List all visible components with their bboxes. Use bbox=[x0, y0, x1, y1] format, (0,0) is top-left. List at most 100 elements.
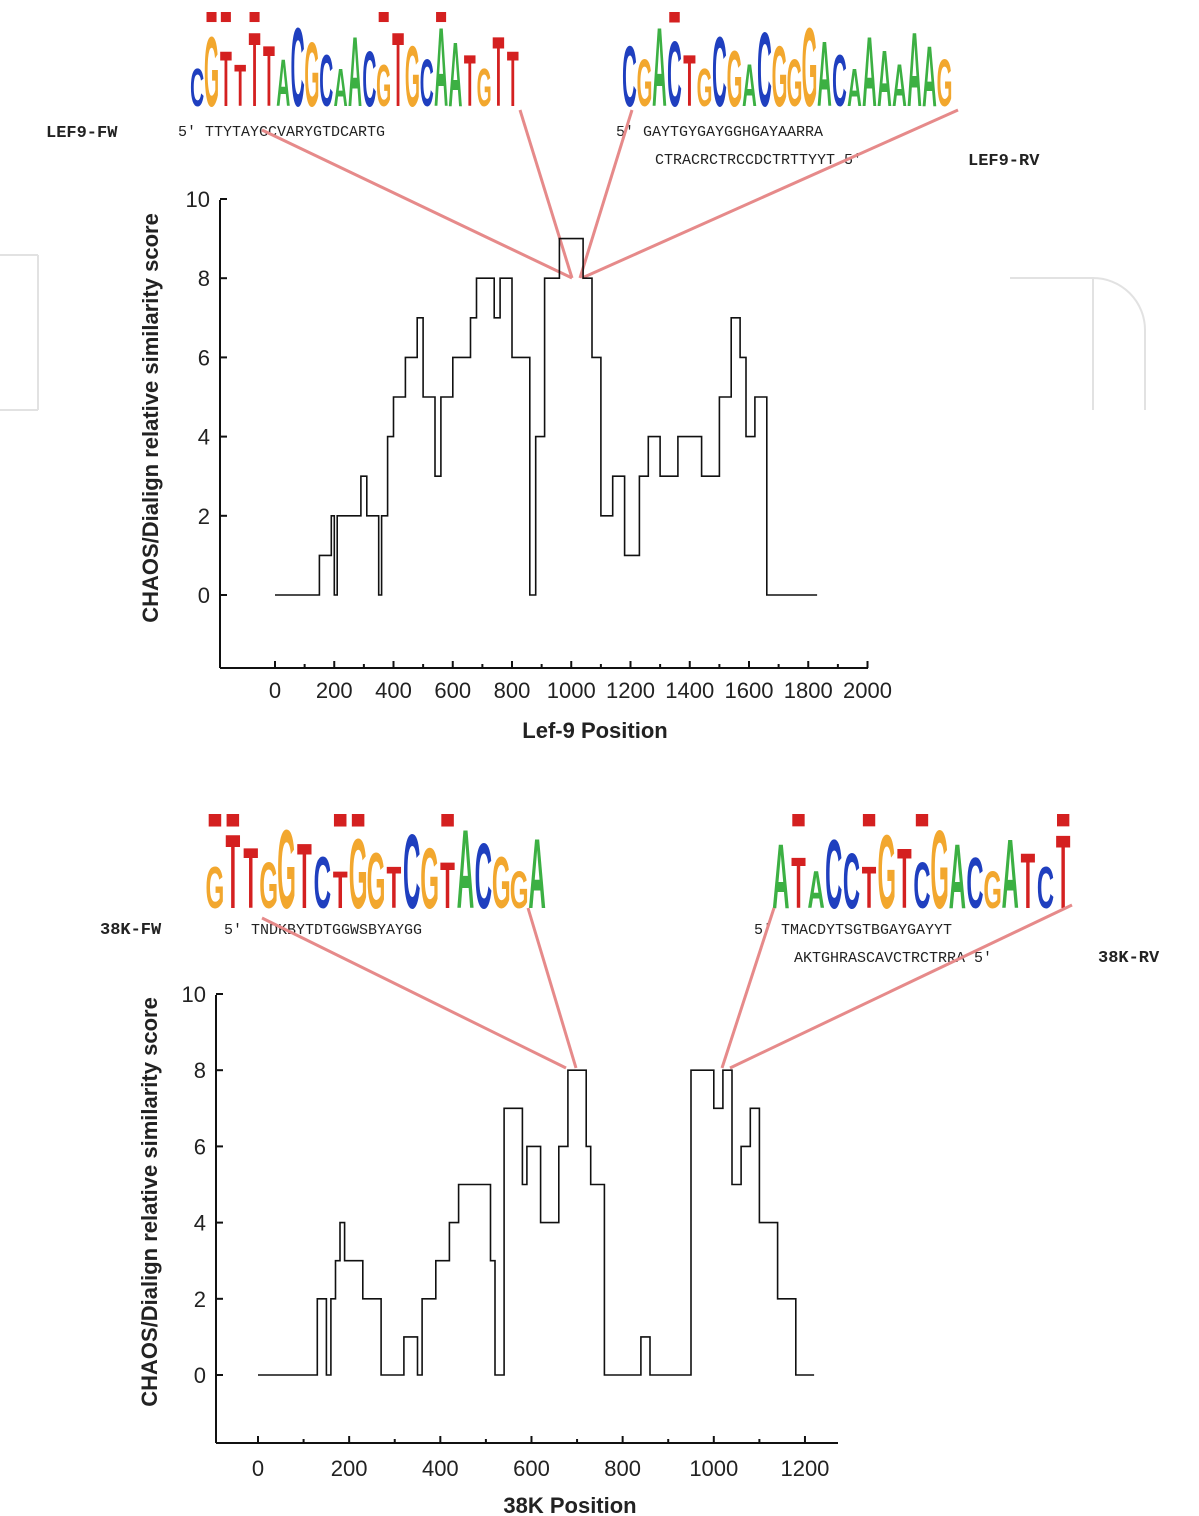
logo-letter-a: A bbox=[847, 57, 862, 118]
y-tick-label: 0 bbox=[198, 583, 210, 608]
logo-letter-t: T bbox=[862, 854, 877, 921]
logo-letter-g: G bbox=[259, 848, 278, 922]
lef9-rv-sequence-top: 5′ GAYTGYGAYGGHGAYAARRA bbox=[616, 124, 823, 141]
logo-letter-g: G bbox=[376, 54, 391, 120]
callout-line bbox=[578, 109, 634, 279]
logo-letter-a: A bbox=[334, 58, 348, 118]
logo-conserved-marker bbox=[915, 814, 929, 827]
lef9-callout-lines bbox=[261, 108, 959, 280]
logo-conserved-marker bbox=[792, 814, 805, 827]
logo-letter-c: C bbox=[622, 30, 637, 125]
logo-conserved-marker bbox=[220, 12, 231, 23]
logo-letter-g: G bbox=[983, 860, 1002, 919]
lef9-y-axis-title: CHAOS/Dialign relative similarity score bbox=[138, 213, 163, 623]
logo-conserved-marker bbox=[206, 12, 217, 23]
logo-letter-g: G bbox=[477, 58, 492, 118]
38k-callout-lines bbox=[261, 903, 1073, 1070]
callout-line bbox=[729, 903, 1073, 1070]
logo-letter-g: G bbox=[787, 48, 803, 121]
logo-letter-g: G bbox=[877, 814, 896, 931]
x-tick-label: 1400 bbox=[665, 678, 714, 703]
y-tick-label: 10 bbox=[186, 187, 210, 212]
logo-letter-a: A bbox=[742, 54, 757, 120]
logo-letter-t: T bbox=[493, 17, 505, 128]
y-tick-label: 8 bbox=[194, 1058, 206, 1083]
logo-letter-a: A bbox=[772, 826, 789, 929]
lef9-rv-label: LEF9-RV bbox=[968, 152, 1040, 171]
logo-letter-c: C bbox=[913, 848, 930, 923]
lef9-rv-sequence-bottom: CTRACRCTRCCDCTRTTYYT 5′ bbox=[655, 152, 862, 169]
logo-letter-t: T bbox=[220, 36, 232, 124]
logo-conserved-marker bbox=[333, 814, 347, 827]
logo-letter-g: G bbox=[772, 30, 788, 125]
x-tick-label: 800 bbox=[494, 678, 531, 703]
logo-letter-g: G bbox=[937, 48, 953, 121]
callout-line bbox=[720, 907, 776, 1069]
logo-letter-g: G bbox=[367, 838, 386, 926]
y-tick-label: 4 bbox=[194, 1211, 206, 1236]
logo-letter-t: T bbox=[249, 11, 261, 129]
logo-letter-a: A bbox=[817, 23, 832, 127]
logo-letter-t: T bbox=[791, 843, 806, 924]
38k-fw-sequence: 5′ TNDKBYTDTGGWSBYAYGG bbox=[224, 922, 422, 939]
logo-letter-a: A bbox=[907, 12, 922, 130]
logo-letter-t: T bbox=[897, 832, 912, 927]
38k-x-axis-title: 38K Position bbox=[503, 1493, 636, 1516]
logo-letter-a: A bbox=[949, 826, 966, 929]
logo-letter-g: G bbox=[349, 820, 368, 930]
logo-conserved-marker bbox=[862, 814, 876, 827]
logo-letter-a: A bbox=[276, 48, 290, 121]
logo-letter-g: G bbox=[206, 854, 225, 921]
logo-letter-t: T bbox=[263, 30, 275, 125]
x-tick-label: 200 bbox=[316, 678, 353, 703]
logo-letter-t: T bbox=[440, 848, 455, 922]
watermark-right-arc bbox=[1010, 276, 1146, 410]
lef9-x-axis-title: Lef-9 Position bbox=[522, 718, 667, 743]
callout-line bbox=[581, 108, 959, 280]
x-tick-label: 1000 bbox=[689, 1456, 738, 1481]
38k-rv-label: 38K-RV bbox=[1098, 949, 1160, 968]
logo-letter-t: T bbox=[1056, 814, 1071, 931]
logo-letter-c: C bbox=[712, 17, 727, 128]
lef9-fw-label: LEF9-FW bbox=[46, 124, 118, 143]
logo-letter-c: C bbox=[362, 36, 376, 124]
logo-letter-g: G bbox=[802, 6, 818, 131]
x-tick-label: 600 bbox=[513, 1456, 550, 1481]
logo-letter-c: C bbox=[757, 12, 772, 130]
similarity-series-line bbox=[275, 237, 818, 596]
logo-letter-c: C bbox=[667, 23, 682, 127]
38k-rv-sequence-bottom: AKTGHRASCAVCTRCTRRA 5′ bbox=[794, 950, 992, 967]
logo-letter-c: C bbox=[420, 48, 434, 121]
y-tick-label: 2 bbox=[194, 1287, 206, 1312]
logo-letter-a: A bbox=[862, 17, 877, 128]
callout-line bbox=[261, 128, 573, 280]
logo-conserved-marker bbox=[669, 12, 680, 23]
logo-letter-g: G bbox=[637, 48, 653, 121]
logo-letter-a: A bbox=[652, 6, 667, 131]
x-tick-label: 800 bbox=[604, 1456, 641, 1481]
x-tick-label: 1000 bbox=[547, 678, 596, 703]
x-tick-label: 0 bbox=[252, 1456, 264, 1481]
logo-letter-g: G bbox=[405, 30, 420, 125]
38k-similarity-plot: 0 2 4 6 8 10 0 200 400 600 800 1000 1200 bbox=[182, 982, 838, 1481]
logo-letter-t: T bbox=[464, 42, 476, 123]
logo-letter-g: G bbox=[420, 832, 439, 927]
y-tick-label: 8 bbox=[198, 266, 210, 291]
logo-letter-c: C bbox=[314, 842, 331, 924]
x-tick-label: 1800 bbox=[784, 678, 833, 703]
logo-letter-a: A bbox=[448, 24, 462, 126]
logo-conserved-marker bbox=[351, 814, 365, 827]
logo-letter-t: T bbox=[297, 826, 312, 929]
logo-letter-c: C bbox=[966, 843, 983, 924]
logo-letter-c: C bbox=[291, 6, 305, 131]
logo-letter-a: A bbox=[922, 30, 937, 125]
logo-conserved-marker bbox=[226, 814, 240, 827]
logo-letter-g: G bbox=[204, 17, 219, 128]
callout-line bbox=[261, 916, 567, 1070]
x-tick-label: 600 bbox=[434, 678, 471, 703]
